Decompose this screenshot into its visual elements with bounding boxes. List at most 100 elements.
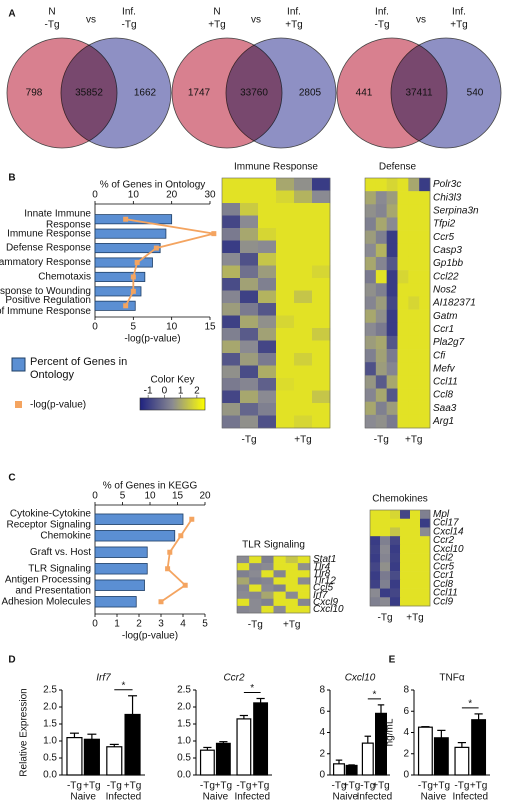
heatmap-cell	[258, 240, 277, 254]
heatmap-cell	[408, 283, 420, 297]
x2-tick-label: 0	[92, 619, 98, 630]
heatmap-cell	[420, 562, 431, 572]
heatmap-cell	[408, 401, 420, 416]
group-label: Naive	[70, 792, 96, 800]
heatmap-cell	[390, 553, 401, 563]
group-label: +Tg	[294, 435, 312, 446]
heatmap-cell	[365, 335, 377, 350]
heatmap-cell	[419, 375, 431, 389]
row-label: Cxcl10	[433, 544, 464, 555]
heatmap-cell	[294, 265, 313, 279]
panel-label: B	[8, 173, 15, 184]
heatmap-cell	[297, 577, 311, 585]
heatmap-cell	[365, 230, 377, 245]
category-label: and Presentation	[15, 585, 91, 596]
row-label: Ccl17	[433, 518, 459, 529]
heatmap-cell	[408, 335, 420, 350]
heatmap-cell	[400, 518, 411, 528]
x2-tick-label: 10	[166, 322, 178, 333]
heatmap-cell	[249, 556, 262, 564]
heatmap-cell	[400, 510, 411, 520]
heatmap-cell	[273, 577, 286, 585]
x-tick-label: -Tg	[200, 781, 215, 792]
heatmap-cell	[370, 518, 381, 528]
heatmap-cell	[397, 388, 409, 402]
chart-title: Ccr2	[223, 673, 245, 684]
heatmap-cell	[276, 365, 295, 379]
venn-count: 33760	[240, 88, 268, 99]
heatmap-cell	[258, 190, 277, 204]
color-key-bar	[139, 397, 206, 411]
row-label: Ccl11	[433, 377, 458, 388]
heatmap-cell	[408, 217, 420, 231]
heatmap-cell	[390, 597, 401, 607]
category-label: Response	[46, 219, 91, 230]
heatmap-cell	[240, 403, 259, 416]
x-tick-label: +Tg	[372, 781, 390, 792]
heatmap-cell	[312, 315, 331, 329]
panel-label: D	[8, 655, 15, 666]
bar	[236, 718, 252, 776]
x2-tick-label: 0	[92, 322, 98, 333]
heatmap-cell	[365, 362, 377, 376]
heatmap-cell	[297, 584, 311, 592]
heatmap-cell	[386, 322, 398, 337]
heatmap-cell	[375, 375, 387, 389]
panel-label: E	[389, 655, 396, 666]
heatmap-cell	[397, 204, 409, 218]
heatmap-cell	[370, 544, 381, 554]
heatmap-cell	[410, 562, 421, 572]
y-tick-label: 2.5	[177, 685, 191, 696]
venn-separator: vs	[251, 15, 261, 26]
y-tick-label: 0.0	[177, 770, 191, 781]
heatmap-cell	[237, 598, 250, 607]
y-tick-label: 6	[403, 706, 409, 717]
bar	[106, 746, 123, 776]
heatmap-cell	[375, 335, 387, 350]
heatmap-cell	[312, 203, 331, 216]
legend-swatch	[15, 401, 22, 408]
heatmap-cell	[249, 584, 262, 592]
row-label: Serpina3n	[433, 206, 479, 217]
heatmap-cell	[370, 571, 381, 581]
y-tick-label: 0.5	[177, 753, 191, 764]
chart-title: Cxcl10	[345, 673, 376, 684]
row-label: Chi3l3	[433, 192, 462, 203]
heatmap-cell	[380, 544, 391, 554]
heatmap-cell	[312, 290, 331, 304]
heatmap-cell	[420, 518, 431, 528]
x-tick-label: 0	[92, 491, 98, 502]
heatmap-cell	[408, 178, 420, 192]
category-label: Chemokine	[40, 530, 91, 541]
heatmap-cell	[276, 403, 295, 416]
heatmap-cell	[410, 518, 421, 528]
bar	[94, 243, 161, 254]
panel-label: C	[8, 473, 15, 484]
heatmap-cell	[386, 178, 398, 192]
row-label: Tlr8	[313, 568, 331, 579]
row-label: Casp3	[433, 245, 462, 256]
marker	[123, 216, 129, 222]
heatmap-cell	[410, 571, 421, 581]
heatmap-cell	[390, 510, 401, 520]
heatmap-cell	[261, 591, 274, 600]
row-label: Ccl2	[433, 553, 453, 564]
category-label: Defense Response	[6, 243, 91, 254]
heatmap-cell	[375, 178, 387, 192]
heatmap-cell	[375, 191, 387, 205]
heatmap-cell	[294, 303, 313, 316]
x-tick-label: 20	[199, 491, 211, 502]
x2-tick-label: 15	[204, 322, 216, 333]
heatmap-cell	[365, 217, 377, 231]
set-label: -Tg	[45, 20, 60, 31]
heatmap-cell	[419, 322, 431, 337]
heatmap-cell	[240, 190, 259, 204]
bar	[94, 257, 153, 268]
heatmap-title: Immune Response	[234, 162, 318, 173]
category-label: Chemotaxis	[38, 272, 91, 283]
heatmap-cell	[365, 322, 377, 337]
heatmap-cell	[365, 401, 377, 416]
heatmap-cell	[249, 591, 262, 600]
heatmap-cell	[294, 203, 313, 216]
heatmap-cell	[386, 204, 398, 218]
